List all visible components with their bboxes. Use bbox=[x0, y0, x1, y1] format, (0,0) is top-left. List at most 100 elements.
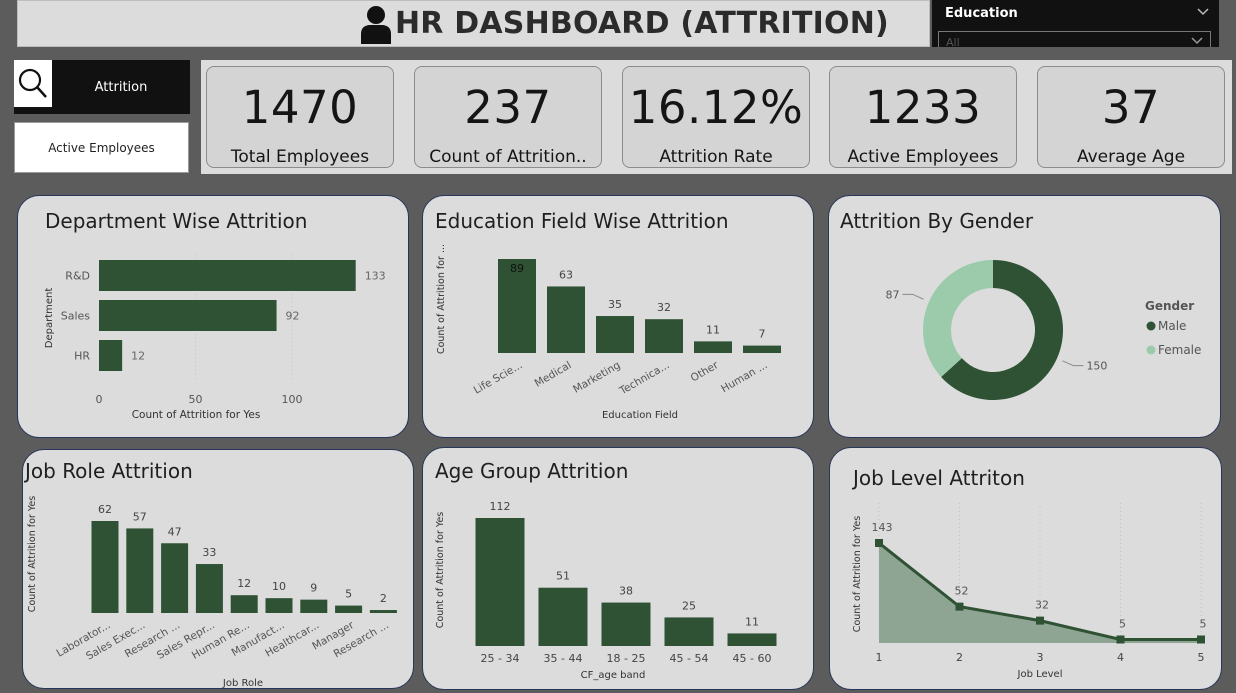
data-label: 9 bbox=[310, 582, 317, 595]
data-label: 47 bbox=[168, 525, 182, 538]
data-label: 63 bbox=[559, 268, 573, 281]
data-label: 150 bbox=[1086, 360, 1107, 373]
bar bbox=[645, 319, 683, 353]
data-label: 5 bbox=[1119, 618, 1126, 631]
kpi-total-employees: 1470 Total Employees bbox=[206, 66, 394, 168]
data-label: 5 bbox=[345, 588, 352, 601]
legend-title: Gender bbox=[1145, 299, 1194, 313]
data-label: 12 bbox=[131, 350, 145, 363]
card-title: Age Group Attrition bbox=[435, 459, 629, 483]
data-point bbox=[1197, 635, 1205, 644]
bar bbox=[265, 598, 293, 613]
card-job-level-attrition: Job Level Attriton 143 1 52 2 32 3 5 4 5 5 Job Lev… bbox=[829, 447, 1222, 690]
leader-line bbox=[1062, 360, 1084, 367]
kpi-count-of-attrition: 237 Count of Attrition.. bbox=[414, 66, 602, 168]
category-label: Other bbox=[689, 359, 721, 385]
legend-marker bbox=[1146, 321, 1156, 331]
data-label: 112 bbox=[490, 500, 511, 513]
card-job-role-attrition: Job Role Attrition 62 Laborator... 57 Sales… bbox=[22, 449, 414, 689]
kpi-active-employees: 1233 Active Employees bbox=[829, 66, 1017, 168]
x-axis-label: Job Level bbox=[1017, 669, 1063, 680]
category-label: 25 - 34 bbox=[481, 652, 520, 665]
active-employees-button[interactable]: Active Employees bbox=[14, 122, 189, 173]
bar bbox=[369, 610, 397, 613]
x-axis-label: Education Field bbox=[602, 410, 678, 421]
bar bbox=[126, 528, 154, 613]
category-label: Medical bbox=[533, 359, 574, 390]
search-icon-box[interactable] bbox=[14, 60, 52, 107]
data-label: 51 bbox=[556, 570, 570, 583]
kpi-label: Active Employees bbox=[847, 147, 999, 167]
kpi-label: Average Age bbox=[1076, 147, 1186, 167]
bar bbox=[596, 316, 634, 353]
y-axis-label: Count of Attrition for Yes bbox=[27, 496, 38, 612]
data-label: 143 bbox=[872, 521, 893, 534]
card-age-attrition: Age Group Attrition 112 25 - 34 51 35 - 44 3… bbox=[422, 447, 814, 690]
chevron-down-icon[interactable] bbox=[1196, 6, 1210, 18]
kpi-value: 1233 bbox=[864, 81, 982, 134]
card-title: Attrition By Gender bbox=[840, 209, 1034, 233]
slicer-dropdown[interactable] bbox=[938, 31, 1211, 47]
tick-label: 1 bbox=[876, 651, 883, 664]
bar bbox=[538, 587, 588, 646]
category-label: Marketing bbox=[571, 359, 622, 396]
y-axis-label: Department bbox=[44, 288, 55, 349]
data-label: 57 bbox=[133, 510, 147, 523]
data-label: 32 bbox=[657, 301, 671, 314]
kpi-label: Total Employees bbox=[230, 147, 370, 167]
data-label: 92 bbox=[286, 310, 300, 323]
data-label: 52 bbox=[955, 585, 969, 598]
donut-slice bbox=[941, 260, 1063, 400]
job-level-chart: 143 1 52 2 32 3 5 4 5 5 Job Level Count of Attritio… bbox=[852, 503, 1207, 680]
tick-label: 2 bbox=[956, 651, 963, 664]
donut-slice bbox=[923, 260, 993, 377]
category-label: R&D bbox=[65, 270, 90, 283]
bar bbox=[694, 341, 732, 353]
y-axis-label: Count of Attrition for ... bbox=[436, 244, 447, 354]
bar bbox=[475, 518, 525, 646]
card-title: Job Role Attrition bbox=[25, 459, 193, 483]
bar bbox=[727, 633, 777, 646]
department-chart: R&D 133 Sales 92 HR 12 0 50 100 Count of Attritio… bbox=[44, 254, 386, 421]
attrition-button-label[interactable]: Attrition bbox=[94, 80, 148, 95]
category-label: HR bbox=[74, 350, 90, 363]
x-axis-label: Count of Attrition for Yes bbox=[132, 409, 261, 421]
kpi-average-age: 37 Average Age bbox=[1037, 66, 1225, 168]
data-label: 5 bbox=[1200, 618, 1207, 631]
card-title: Education Field Wise Attrition bbox=[435, 209, 729, 233]
data-point bbox=[1116, 635, 1125, 644]
data-label: 62 bbox=[98, 503, 112, 516]
search-icon bbox=[18, 68, 47, 98]
dropdown-chevron-icon[interactable] bbox=[1190, 35, 1204, 47]
category-label: 45 - 54 bbox=[670, 652, 709, 665]
gender-chart: 150 87 Gender Male Female bbox=[886, 260, 1201, 400]
x-axis-label: Job Role bbox=[222, 678, 263, 689]
bar bbox=[498, 259, 536, 353]
data-label: 35 bbox=[608, 298, 622, 311]
title-bar bbox=[17, 0, 930, 47]
tick-label: 0 bbox=[96, 393, 103, 406]
bar bbox=[664, 617, 714, 646]
data-label: 87 bbox=[886, 288, 900, 301]
card-gender-attrition: Attrition By Gender 150 87 Gender Male Femal… bbox=[828, 195, 1221, 438]
slicer-title: Education bbox=[945, 6, 1018, 21]
data-label: 133 bbox=[365, 270, 386, 283]
education-slicer[interactable] bbox=[932, 0, 1219, 47]
data-label: 32 bbox=[1035, 599, 1049, 612]
bar bbox=[99, 300, 277, 331]
education-chart: 89 Life Scie... 63 Medical 35 Marketing 32 Tech… bbox=[436, 244, 781, 421]
x-axis-label: CF_age band bbox=[581, 670, 646, 681]
kpi-value: 16.12% bbox=[628, 81, 804, 134]
bar bbox=[547, 286, 585, 353]
page-title: HR DASHBOARD (ATTRITION) bbox=[395, 6, 889, 41]
bar bbox=[161, 543, 189, 613]
tick-label: 3 bbox=[1037, 651, 1044, 664]
legend-marker bbox=[1146, 345, 1156, 355]
slicer-value: All bbox=[946, 36, 960, 49]
data-label: 2 bbox=[380, 592, 387, 605]
kpi-label: Attrition Rate bbox=[659, 147, 773, 167]
bar bbox=[300, 599, 328, 613]
card-title: Department Wise Attrition bbox=[45, 209, 308, 233]
data-label: 10 bbox=[272, 580, 286, 593]
